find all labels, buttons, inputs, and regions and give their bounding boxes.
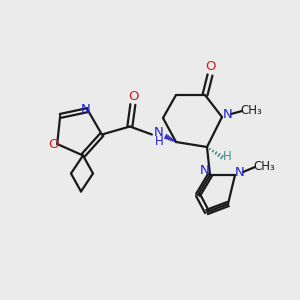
Text: N: N (235, 166, 245, 178)
Text: O: O (206, 61, 216, 74)
Text: O: O (48, 139, 58, 152)
Text: H: H (223, 151, 231, 164)
Text: N: N (81, 103, 91, 116)
Text: N: N (154, 126, 164, 139)
Text: CH₃: CH₃ (240, 103, 262, 116)
Text: O: O (129, 90, 139, 103)
Text: CH₃: CH₃ (253, 160, 275, 172)
Text: N: N (223, 107, 233, 121)
Text: N: N (200, 164, 210, 178)
Text: H: H (154, 135, 163, 148)
